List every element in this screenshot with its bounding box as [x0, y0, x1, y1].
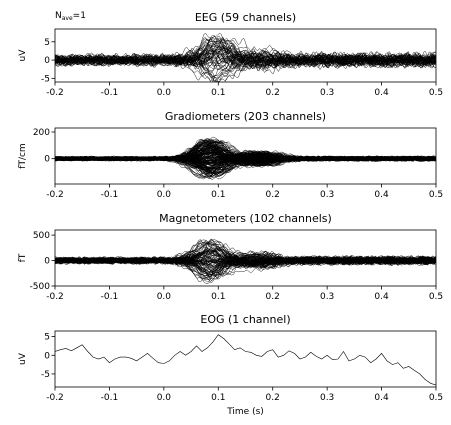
- channel-trace: [55, 252, 436, 268]
- y-tick-label: 0: [44, 351, 50, 361]
- chart-title: EOG (1 channel): [200, 313, 290, 326]
- panel-1: -0.2 -0.1 0.0 0.1 0.2 0.3 0.4 0.5 -5 0 5 EEG (59 ch…: [18, 11, 443, 98]
- x-tick-label: 0.0: [157, 292, 172, 302]
- x-tick-label: 0.2: [266, 393, 280, 403]
- x-tick-label: 0.3: [320, 88, 334, 98]
- x-tick-label: 0.3: [320, 292, 334, 302]
- x-tick-label: 0.0: [157, 88, 172, 98]
- channel-trace: [55, 249, 436, 268]
- channel-trace: [55, 155, 436, 162]
- panel-4: -0.2 -0.1 0.0 0.1 0.2 0.3 0.4 0.5 -5 0 5 EOG (1 cha…: [18, 313, 443, 417]
- x-tick-label: -0.1: [101, 292, 119, 302]
- chart-title: Magnetometers (102 channels): [159, 212, 332, 225]
- x-tick-label: 0.5: [429, 190, 443, 200]
- x-tick-label: -0.1: [101, 393, 119, 403]
- series-line-1: [55, 334, 436, 386]
- x-tick-label: 0.1: [211, 393, 225, 403]
- channel-trace: [55, 51, 436, 78]
- x-tick-label: 0.4: [374, 190, 389, 200]
- x-tick-label: 0.5: [429, 88, 443, 98]
- panels: -0.2 -0.1 0.0 0.1 0.2 0.3 0.4 0.5 -5 0 5 EEG (59 ch…: [18, 11, 443, 417]
- nave-value: =1: [73, 11, 86, 21]
- x-tick-label: 0.0: [157, 393, 172, 403]
- channel-trace: [55, 144, 436, 166]
- x-tick-label: 0.2: [266, 292, 280, 302]
- channel-trace: [55, 156, 436, 167]
- x-tick-label: 0.5: [429, 292, 443, 302]
- axes-frame: [54, 330, 437, 388]
- y-tick-label: 0: [44, 56, 50, 66]
- panel-3: -0.2 -0.1 0.0 0.1 0.2 0.3 0.4 0.5 -500 0 500 Magnet…: [18, 212, 443, 302]
- x-tick-label: -0.1: [101, 88, 119, 98]
- axes-frame: [54, 127, 437, 185]
- nave-base: N: [55, 11, 62, 21]
- y-tick-label: 0: [44, 257, 50, 267]
- channel-trace: [55, 51, 436, 68]
- channel-trace: [55, 38, 436, 68]
- y-tick-label: 5: [44, 38, 50, 48]
- x-tick-label: -0.2: [46, 292, 64, 302]
- y-axis-label: uV: [18, 352, 28, 365]
- channel-trace: [55, 254, 436, 276]
- channel-trace: [55, 49, 436, 69]
- y-tick-label: -5: [41, 370, 50, 380]
- axes-frame: [54, 229, 437, 287]
- panel-2: -0.2 -0.1 0.0 0.1 0.2 0.3 0.4 0.5 0 200 Gradiomete…: [18, 110, 443, 200]
- x-tick-label: 0.2: [266, 88, 280, 98]
- x-tick-label: 0.4: [374, 393, 389, 403]
- y-tick-label: -5: [41, 74, 50, 84]
- chart-title: Gradiometers (203 channels): [165, 110, 326, 123]
- x-tick-label: -0.2: [46, 190, 64, 200]
- x-axis-label: Time (s): [226, 407, 264, 417]
- x-tick-label: 0.1: [211, 190, 225, 200]
- axes-frame: [54, 28, 437, 83]
- traces: [55, 32, 436, 82]
- x-tick-label: 0.4: [374, 292, 389, 302]
- y-tick-label: 500: [33, 231, 50, 241]
- channel-trace: [55, 46, 436, 70]
- x-tick-label: -0.1: [101, 190, 119, 200]
- nave-subscript: ave: [62, 15, 73, 22]
- y-tick-label: -500: [30, 282, 51, 292]
- x-tick-label: 0.3: [320, 190, 334, 200]
- traces: [55, 238, 436, 284]
- y-tick-label: 5: [44, 333, 50, 343]
- channel-trace: [55, 51, 436, 66]
- traces: [55, 136, 436, 180]
- x-tick-label: 0.4: [374, 88, 389, 98]
- x-tick-label: 0.2: [266, 190, 280, 200]
- channel-trace: [55, 249, 436, 268]
- y-tick-label: 200: [33, 128, 50, 138]
- y-axis-label: fT/cm: [18, 143, 28, 168]
- traces: [55, 334, 436, 386]
- channel-trace: [55, 38, 436, 69]
- y-tick-label: 0: [44, 155, 50, 165]
- x-tick-label: 0.1: [211, 88, 225, 98]
- nave-label: Nave=1: [55, 11, 86, 22]
- x-tick-label: -0.2: [46, 88, 64, 98]
- y-axis-label: uV: [18, 49, 28, 62]
- x-tick-label: 0.1: [211, 292, 225, 302]
- chart-title: EEG (59 channels): [195, 11, 296, 24]
- x-tick-label: 0.0: [157, 190, 172, 200]
- x-tick-label: 0.3: [320, 393, 334, 403]
- channel-trace: [55, 255, 436, 264]
- x-tick-label: 0.5: [429, 393, 443, 403]
- channel-trace: [55, 250, 436, 269]
- channel-trace: [55, 53, 436, 70]
- x-tick-label: -0.2: [46, 393, 64, 403]
- y-axis-label: fT: [18, 253, 28, 262]
